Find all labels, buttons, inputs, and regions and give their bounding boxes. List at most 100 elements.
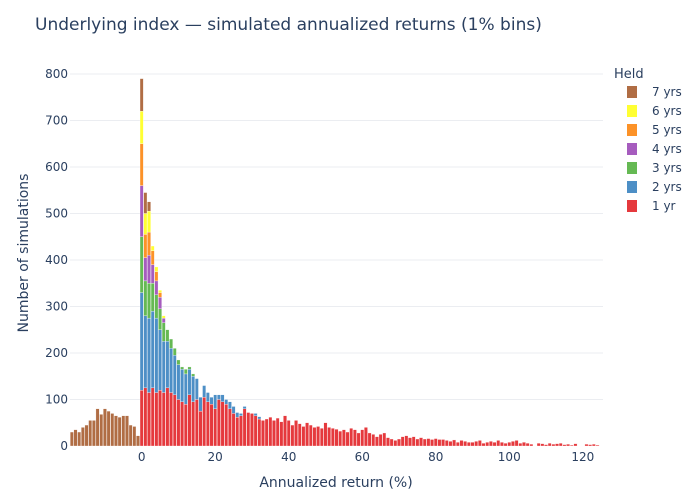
- bar-1-yr: [268, 417, 273, 447]
- bar-7-yrs: [136, 435, 140, 447]
- bar-1-yr: [290, 424, 295, 447]
- bar-3-yrs: [139, 236, 144, 293]
- bar-7-yrs: [143, 192, 148, 214]
- bar-7-yrs: [117, 417, 122, 447]
- bar-7-yrs: [110, 413, 115, 447]
- bar-2-yrs: [242, 406, 247, 409]
- bar-1-yr: [342, 429, 346, 447]
- bar-2-yrs: [209, 397, 214, 405]
- bar-1-yr: [400, 436, 405, 447]
- y-tick-label: 500: [45, 206, 68, 220]
- bar-1-yr: [239, 415, 243, 447]
- bar-4-yrs: [147, 255, 151, 284]
- bar-2-yrs: [235, 412, 240, 418]
- bar-1-yr: [253, 415, 258, 447]
- bar-1-yr: [511, 441, 515, 447]
- bar-6-yrs: [154, 266, 159, 272]
- x-tick-label: 60: [355, 450, 370, 464]
- bar-1-yr: [507, 442, 512, 447]
- legend-swatch: [627, 143, 637, 155]
- bar-1-yr: [367, 432, 372, 447]
- y-tick-label: 0: [60, 439, 68, 453]
- bar-1-yr: [301, 426, 306, 447]
- bar-2-yrs: [231, 406, 236, 414]
- bar-1-yr: [496, 440, 501, 447]
- bar-1-yr: [404, 435, 409, 447]
- bar-2-yrs: [253, 413, 258, 416]
- bar-7-yrs: [121, 415, 126, 447]
- bar-1-yr: [371, 434, 376, 447]
- bar-1-yr: [467, 442, 471, 447]
- bar-1-yr: [389, 438, 394, 447]
- bar-1-yr: [411, 436, 416, 447]
- bar-1-yr: [573, 443, 578, 447]
- legend-item[interactable]: 7 yrs: [627, 85, 682, 99]
- bar-1-yr: [334, 429, 339, 447]
- bar-4-yrs: [139, 185, 144, 237]
- bar-1-yr: [246, 412, 251, 447]
- bar-2-yrs: [187, 369, 192, 395]
- bar-2-yrs: [257, 416, 262, 420]
- bar-1-yr: [264, 418, 269, 447]
- bar-6-yrs: [139, 111, 144, 144]
- bar-7-yrs: [84, 424, 89, 447]
- bar-1-yr: [209, 403, 214, 447]
- bar-2-yrs: [161, 341, 166, 393]
- bars: [70, 78, 600, 447]
- x-tick-labels: 0 20 40 60 80 100 120: [138, 450, 594, 464]
- bar-2-yrs: [165, 341, 170, 389]
- bar-1-yr: [525, 443, 530, 447]
- legend-item[interactable]: 3 yrs: [627, 161, 682, 175]
- bar-1-yr: [143, 387, 148, 447]
- bar-2-yrs: [154, 317, 159, 393]
- bar-1-yr: [518, 443, 523, 447]
- bar-1-yr: [459, 440, 464, 447]
- bar-1-yr: [331, 428, 335, 447]
- bar-7-yrs: [125, 415, 129, 447]
- y-tick-label: 700: [45, 113, 68, 127]
- legend-item[interactable]: 1 yr: [627, 199, 676, 213]
- bar-1-yr: [283, 415, 287, 447]
- y-tick-label: 400: [45, 253, 68, 267]
- bar-1-yr: [419, 437, 423, 447]
- bar-2-yrs: [139, 292, 144, 391]
- bar-2-yrs: [206, 392, 210, 402]
- bar-3-yrs: [147, 283, 151, 319]
- legend-label: 2 yrs: [652, 180, 682, 194]
- bar-1-yr: [588, 444, 592, 447]
- y-tick-labels: 0 100 200 300 400 500 600 700 800: [45, 67, 68, 453]
- bar-3-yrs: [183, 369, 188, 375]
- bar-4-yrs: [143, 257, 148, 282]
- bar-1-yr: [250, 413, 254, 447]
- bar-1-yr: [584, 443, 589, 447]
- bar-7-yrs: [92, 420, 96, 447]
- bar-1-yr: [569, 444, 574, 447]
- y-tick-label: 800: [45, 67, 68, 81]
- x-tick-label: 20: [208, 450, 223, 464]
- x-tick-label: 120: [571, 450, 594, 464]
- legend-item[interactable]: 6 yrs: [627, 104, 682, 118]
- y-tick-label: 300: [45, 299, 68, 313]
- bar-1-yr: [198, 410, 203, 447]
- bar-4-yrs: [154, 280, 159, 296]
- bar-2-yrs: [217, 394, 221, 400]
- bar-1-yr: [195, 399, 199, 447]
- bar-1-yr: [522, 442, 526, 447]
- bar-6-yrs: [147, 210, 151, 233]
- bar-3-yrs: [176, 359, 181, 365]
- bar-1-yr: [176, 399, 181, 447]
- bar-1-yr: [213, 408, 218, 447]
- bar-2-yrs: [172, 355, 177, 395]
- legend-item[interactable]: 4 yrs: [627, 142, 682, 156]
- legend-item[interactable]: 2 yrs: [627, 180, 682, 194]
- x-axis-title: Annualized return (%): [259, 475, 412, 491]
- x-tick-label: 0: [138, 450, 146, 464]
- legend-item[interactable]: 5 yrs: [627, 123, 682, 137]
- bar-2-yrs: [143, 315, 148, 389]
- bar-1-yr: [261, 420, 265, 447]
- bar-2-yrs: [150, 310, 155, 389]
- legend-swatch: [627, 124, 637, 136]
- legend-swatch: [627, 105, 637, 117]
- bar-1-yr: [478, 440, 482, 447]
